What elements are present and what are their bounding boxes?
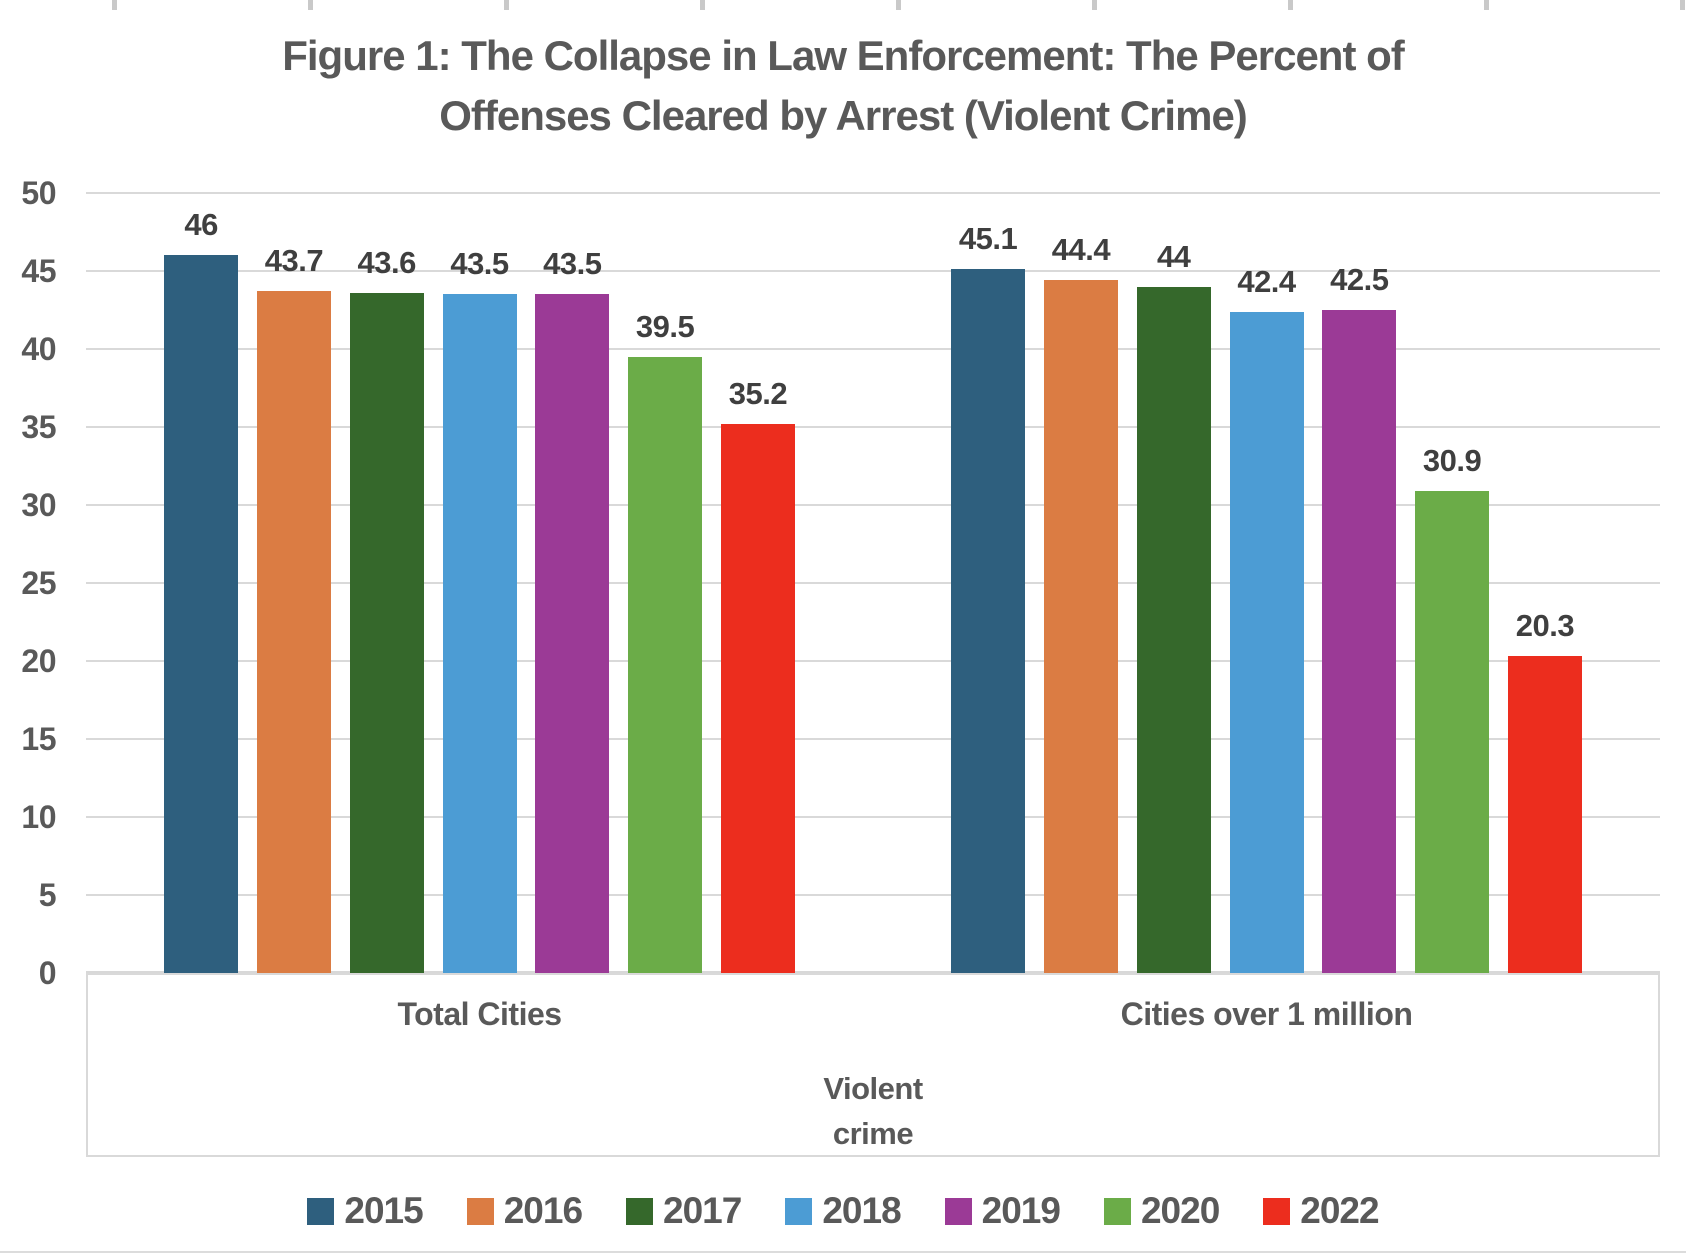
y-axis-tick-label: 0: [38, 955, 57, 991]
legend-item-2015: 2015: [307, 1190, 424, 1232]
category-label: Cities over 1 million: [1120, 996, 1413, 1032]
axis-group-label: Violent crime: [823, 1071, 923, 1151]
ruler-tick-icon: [1484, 0, 1489, 10]
bar-value-label: 42.4: [1237, 263, 1296, 299]
y-axis-tick-label: 50: [21, 175, 56, 211]
legend-item-label: 2022: [1300, 1190, 1379, 1231]
ruler-tick-icon: [896, 0, 901, 10]
legend-item-label: 2018: [822, 1190, 901, 1231]
bar-2016: [256, 291, 331, 973]
bar-value-label: 35.2: [728, 375, 788, 411]
legend-item-2019: 2019: [944, 1190, 1061, 1232]
legend-item-2016: 2016: [466, 1190, 583, 1232]
legend-swatch: [307, 1197, 335, 1225]
bar-2022: [1507, 656, 1582, 973]
chart-title: Figure 1: The Collapse in Law Enforcemen…: [282, 32, 1405, 139]
bar-2016: [1043, 280, 1118, 973]
bar-value-label: 45.1: [958, 221, 1018, 257]
legend-swatch: [626, 1197, 654, 1225]
bar-2020: [628, 356, 703, 973]
gridline: [86, 348, 1660, 350]
bottom-divider: [0, 1251, 1686, 1253]
bar-2020: [1415, 490, 1490, 973]
bar-value-label: 43.6: [357, 244, 417, 280]
legend-item-label: 2015: [344, 1190, 423, 1231]
y-axis-tick-label: 25: [21, 565, 56, 601]
bar-value-label: 20.3: [1515, 608, 1575, 644]
legend-item-2022: 2022: [1263, 1190, 1380, 1232]
bar-value-label: 30.9: [1422, 442, 1482, 478]
legend-swatch: [944, 1197, 972, 1225]
bar-2018: [442, 294, 517, 973]
bar-2022: [720, 423, 795, 973]
legend-swatch: [466, 1197, 494, 1225]
y-axis-tick-label: 30: [21, 487, 56, 523]
bar-value-label: 46: [184, 207, 218, 243]
bar-2019: [535, 294, 610, 973]
ruler-tick-icon: [1092, 0, 1097, 10]
gridline: [86, 426, 1660, 428]
legend-item-label: 2019: [981, 1190, 1061, 1231]
gridline: [86, 816, 1660, 818]
bar-2015: [164, 255, 239, 973]
legend-swatch: [785, 1197, 813, 1225]
category-axis-box: [86, 973, 1660, 1157]
legend-swatch: [1103, 1197, 1131, 1225]
ruler-tick-icon: [1680, 0, 1685, 10]
y-axis-tick-label: 45: [21, 253, 56, 289]
bar-2018: [1229, 311, 1304, 973]
legend-item-label: 2017: [663, 1190, 742, 1231]
y-axis-tick-label: 40: [21, 331, 56, 367]
gridline: [86, 504, 1660, 506]
y-axis-tick-label: 5: [38, 877, 57, 913]
y-axis-tick-label: 20: [21, 643, 56, 679]
bar-2019: [1322, 310, 1397, 973]
gridline: [86, 894, 1660, 896]
bar-value-label: 44.4: [1051, 232, 1111, 268]
bar-value-label: 43.5: [543, 246, 602, 282]
ruler-tick-icon: [1288, 0, 1293, 10]
ruler-tick-icon: [504, 0, 509, 10]
gridline: [86, 660, 1660, 662]
legend-item-label: 2016: [503, 1190, 583, 1231]
legend-swatch: [1263, 1197, 1291, 1225]
bar-value-label: 44: [1156, 238, 1191, 274]
legend-item-label: 2020: [1140, 1190, 1220, 1231]
plot-area: 46 43.7 43.6 43.5 43.5 39.5 35.2 45.1 44.4 44 42.4…: [86, 192, 1660, 975]
legend-item-2017: 2017: [626, 1190, 742, 1232]
ruler-tick-icon: [112, 0, 117, 10]
ruler-tick-icon: [700, 0, 705, 10]
y-axis-tick-label: 35: [21, 409, 56, 445]
bar-2015: [951, 269, 1026, 973]
legend: 2015 2016 2017 2018 2019 2020 2022: [0, 1184, 1686, 1238]
legend-item-2020: 2020: [1103, 1190, 1220, 1232]
bar-value-label: 43.5: [450, 246, 509, 282]
gridline: [86, 738, 1660, 740]
bar-value-label: 42.5: [1330, 262, 1389, 297]
bar-value-label: 43.7: [264, 243, 324, 279]
gridline: [86, 270, 1660, 272]
gridline: [86, 192, 1660, 194]
bar-value-label: 39.5: [635, 308, 695, 344]
gridline: [86, 582, 1660, 584]
y-axis-tick-label: 15: [21, 721, 56, 757]
y-axis-tick-label: 10: [21, 799, 56, 835]
legend-item-2018: 2018: [785, 1190, 902, 1232]
category-label: Total Cities: [397, 996, 562, 1032]
bar-2017: [349, 292, 424, 973]
ruler-tick-icon: [308, 0, 313, 10]
bar-2017: [1136, 286, 1211, 973]
